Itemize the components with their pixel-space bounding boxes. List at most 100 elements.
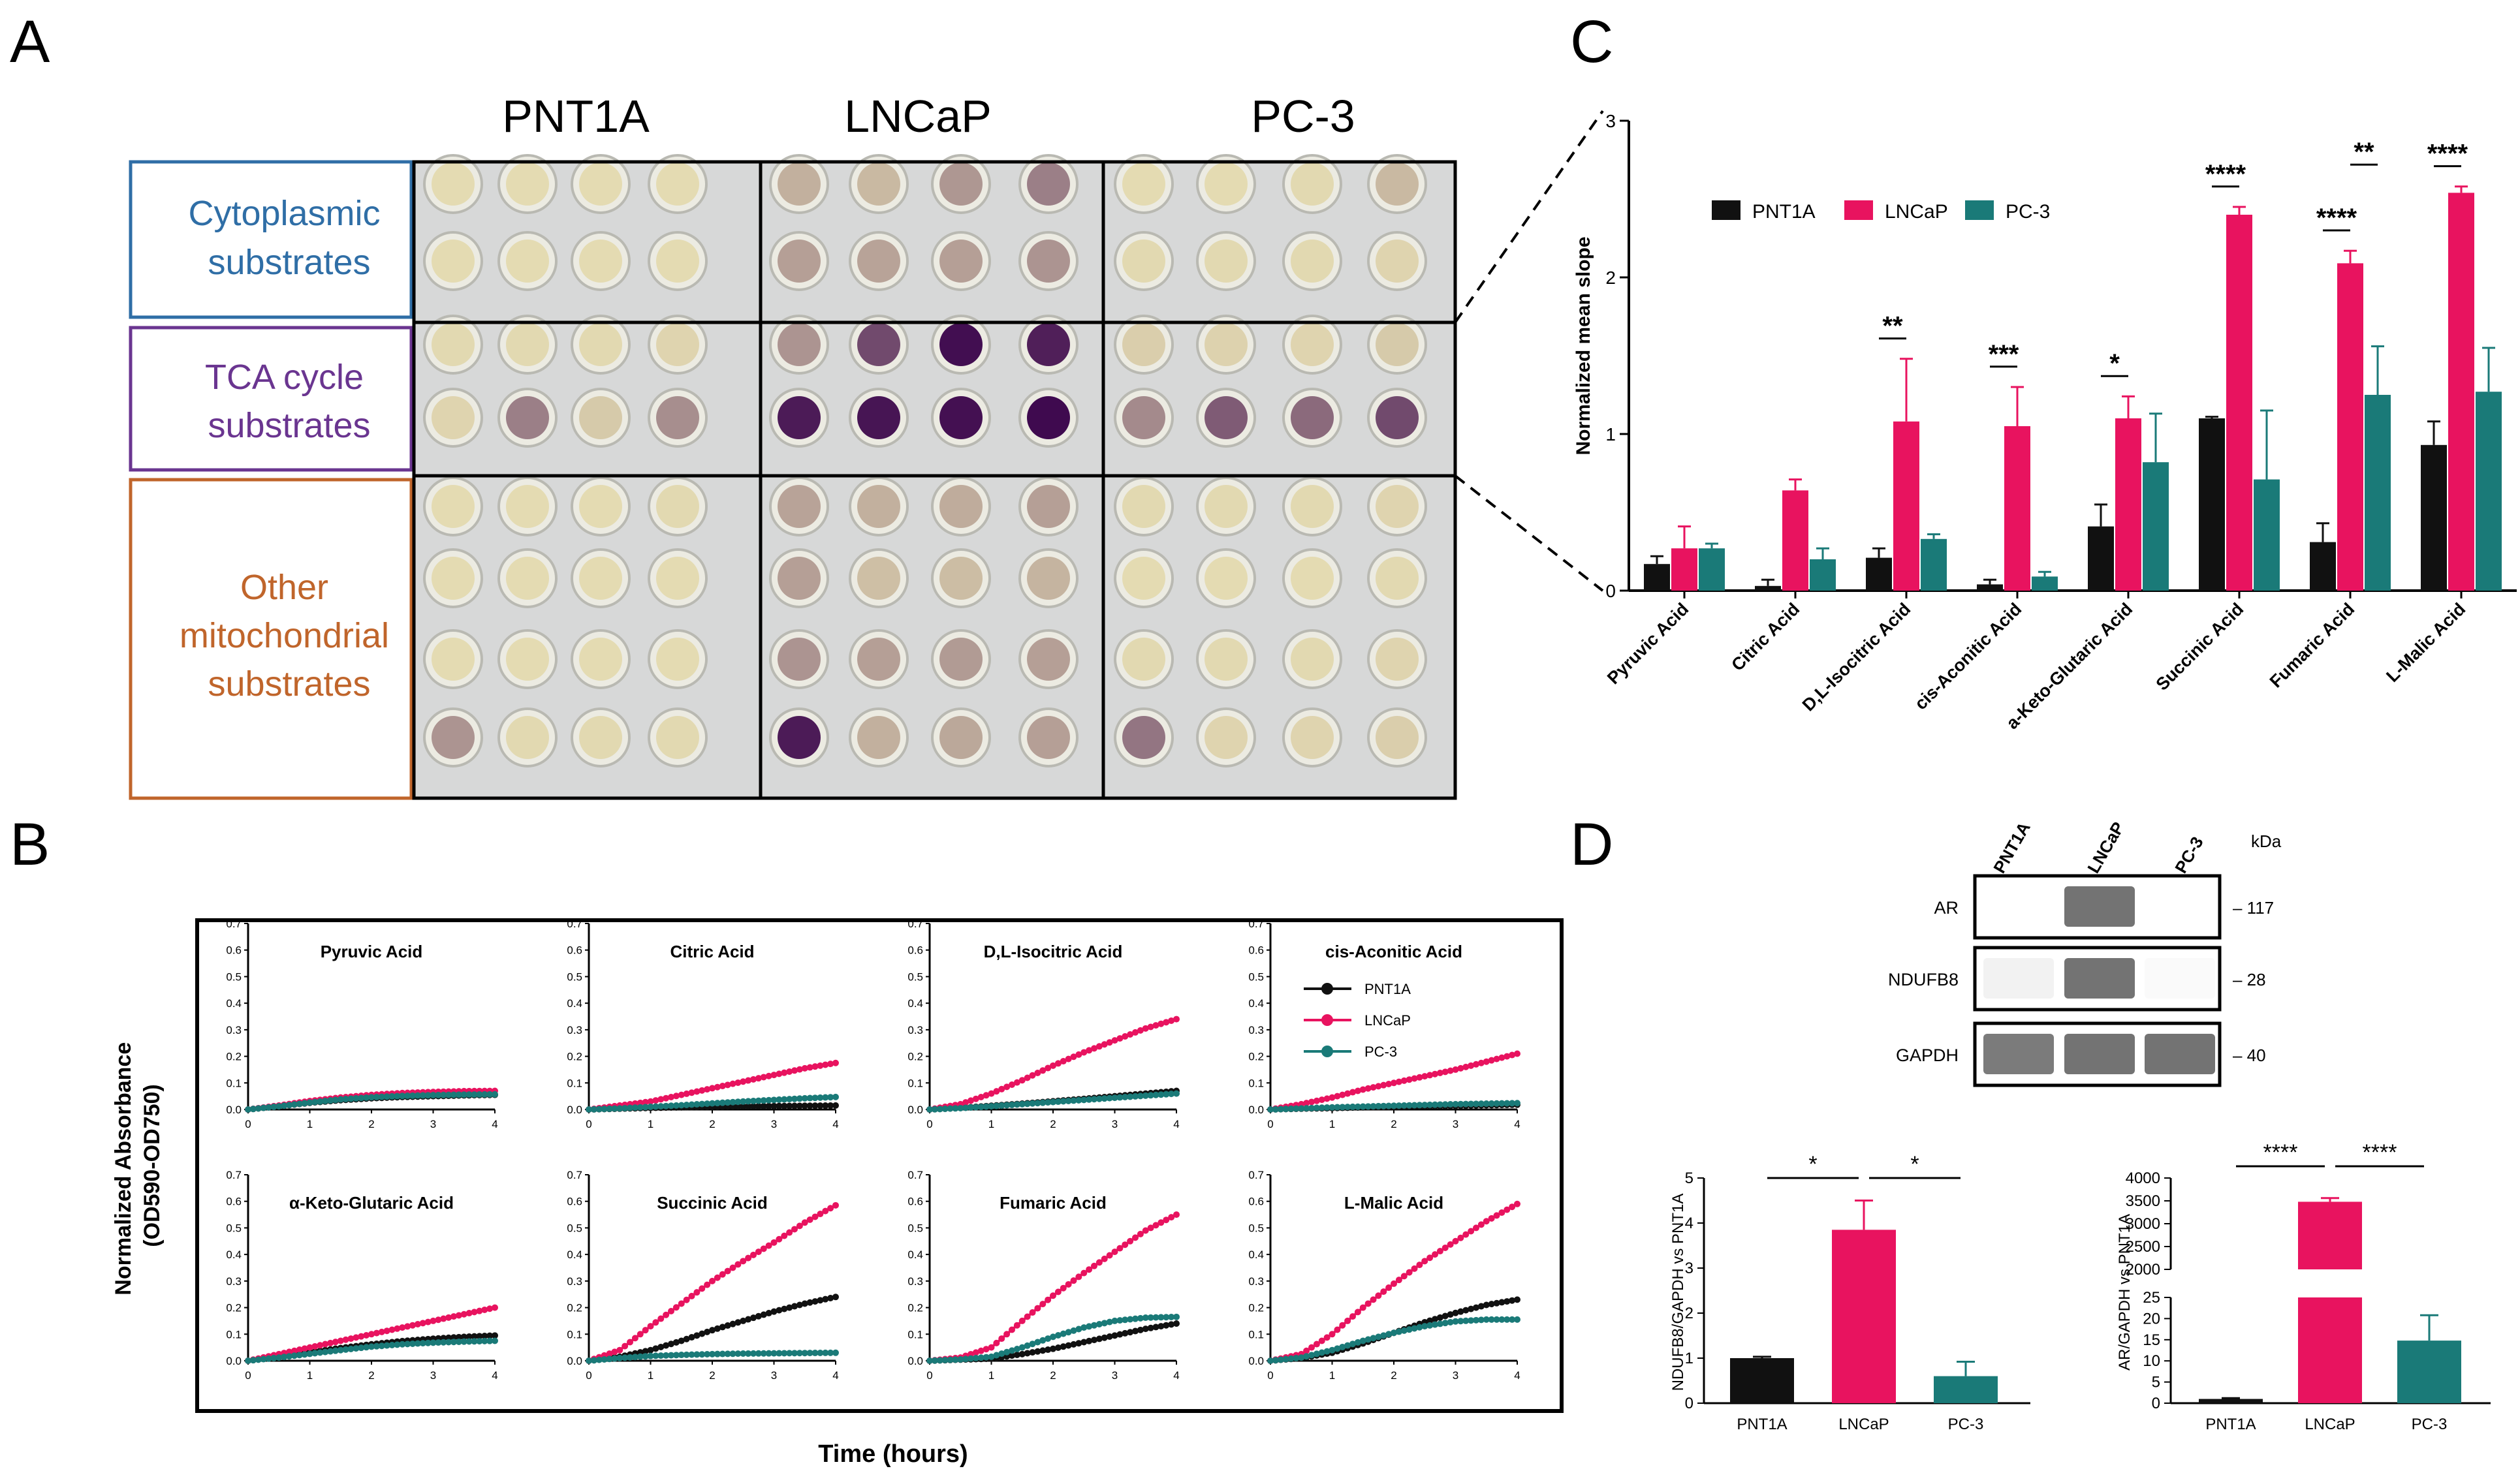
subplot-cis-aconitic-acid: 0.0 0.1 0.2 0.3 0.4 0.5 0.6 0.7 0 1 2 3 4 cis-Aconiti… <box>1248 918 1520 1130</box>
legend-label-pnt1a: PNT1A <box>1752 201 1816 223</box>
series-marker-pc-3 <box>1370 1103 1377 1110</box>
series-marker-pc-3 <box>1163 1091 1170 1098</box>
well-fill <box>1122 557 1165 600</box>
series-marker-pc-3 <box>1039 1099 1047 1106</box>
series-marker-lncap <box>1441 1068 1449 1076</box>
series-marker-lncap <box>409 1322 416 1329</box>
well-fill <box>1291 240 1334 283</box>
series-marker-pnt1a <box>1075 1340 1082 1347</box>
category-label-d-l-isocitric-acid: D,L-Isocitric Acid <box>1799 599 1915 715</box>
series-marker-pnt1a <box>471 1333 478 1340</box>
well-fill <box>1027 396 1070 439</box>
series-marker-pnt1a <box>1483 1301 1490 1309</box>
series-marker-pc-3 <box>781 1350 788 1357</box>
series-marker-pc-3 <box>1168 1091 1175 1098</box>
series-marker-lncap <box>1400 1077 1408 1084</box>
panel-d-right-category-lncap: LNCaP <box>2305 1416 2355 1433</box>
series-marker-pc-3 <box>801 1094 808 1102</box>
series-marker-lncap <box>781 1232 788 1239</box>
series-marker-pc-3 <box>827 1349 834 1356</box>
series-marker-pnt1a <box>822 1295 829 1303</box>
series-marker-lncap <box>347 1335 354 1342</box>
series-marker-pc-3 <box>1106 1094 1113 1102</box>
series-marker-lncap <box>1132 1234 1139 1241</box>
series-marker-pc-3 <box>1018 1344 1026 1351</box>
series-marker-lncap <box>1349 1313 1356 1320</box>
series-marker-pc-3 <box>430 1092 437 1099</box>
well-fill <box>1205 240 1248 283</box>
well-fill <box>506 485 549 528</box>
well-fill <box>432 323 475 366</box>
well-fill <box>857 240 900 283</box>
blot-kda-marker-ndufb8: – 28 <box>2233 970 2266 989</box>
series-marker-pc-3 <box>1303 1105 1310 1112</box>
well-fill <box>857 485 900 528</box>
series-marker-pc-3 <box>931 1357 938 1364</box>
series-marker-pc-3 <box>1344 1104 1351 1111</box>
series-marker-lncap <box>724 1267 731 1275</box>
series-marker-pc-3 <box>765 1350 772 1357</box>
series-marker-lncap <box>1498 1054 1505 1061</box>
series-marker-lncap <box>291 1347 298 1354</box>
bar-pnt1a-d-l-isocitric-acid <box>1866 557 1892 591</box>
series-marker-lncap <box>1391 1079 1397 1087</box>
series-marker-pc-3 <box>941 1356 949 1363</box>
series-marker-pc-3 <box>368 1094 375 1101</box>
y-tick-label: 0.7 <box>226 1169 242 1181</box>
series-marker-pc-3 <box>1441 1101 1449 1108</box>
series-marker-lncap <box>745 1254 752 1262</box>
y-tick-label: 0.2 <box>907 1051 923 1063</box>
well-fill <box>1205 323 1248 366</box>
series-marker-lncap <box>714 1083 721 1091</box>
series-marker-pc-3 <box>957 1104 964 1111</box>
series-marker-lncap <box>1106 1252 1113 1259</box>
well-fill <box>1122 323 1165 366</box>
series-marker-pc-3 <box>1468 1317 1475 1324</box>
y-tick-label: 0.6 <box>1248 1196 1264 1208</box>
series-marker-lncap <box>1158 1020 1165 1027</box>
blot-kda-marker-ar: – 117 <box>2233 898 2274 918</box>
series-marker-pc-3 <box>342 1095 349 1102</box>
series-marker-pc-3 <box>358 1344 365 1352</box>
well-fill <box>1027 163 1070 206</box>
series-marker-pc-3 <box>383 1342 390 1349</box>
series-marker-lncap <box>1329 1094 1336 1101</box>
series-marker-pnt1a <box>481 1333 488 1339</box>
series-marker-pc-3 <box>368 1343 375 1350</box>
y-tick-label: 0.7 <box>567 918 582 930</box>
series-marker-lncap <box>811 1213 819 1220</box>
series-marker-pc-3 <box>1504 1100 1511 1107</box>
series-marker-pc-3 <box>770 1350 778 1357</box>
series-marker-pc-3 <box>249 1106 257 1113</box>
series-marker-pc-3 <box>1375 1102 1382 1109</box>
x-tick-label: 3 <box>1112 1118 1118 1130</box>
series-marker-lncap <box>801 1064 808 1072</box>
series-marker-pc-3 <box>1498 1316 1505 1323</box>
well-fill <box>579 163 622 206</box>
series-marker-pc-3 <box>311 1350 319 1357</box>
series-marker-pc-3 <box>255 1356 262 1363</box>
y-tick-label: 0.1 <box>567 1328 582 1341</box>
panel-d-left-y-tick-label: 4 <box>1685 1215 1693 1232</box>
series-marker-lncap <box>668 1308 674 1314</box>
well-fill <box>857 396 900 439</box>
series-marker-pc-3 <box>1339 1343 1346 1350</box>
panel-d-left-ylabel: NDUFB8/GAPDH vs PNT1A <box>1669 1194 1687 1391</box>
well-fill <box>1122 638 1165 681</box>
series-marker-pnt1a <box>765 1310 772 1317</box>
series-marker-lncap <box>740 1258 747 1265</box>
y-tick-label: 0.7 <box>226 918 242 930</box>
series-marker-pnt1a <box>1436 1314 1443 1321</box>
series-marker-pc-3 <box>590 1357 597 1364</box>
zoom-connector-bottom <box>1454 474 1604 592</box>
series-marker-lncap <box>683 1296 690 1303</box>
series-marker-pc-3 <box>1095 1321 1103 1328</box>
series-marker-pc-3 <box>440 1091 447 1098</box>
well-fill <box>579 485 622 528</box>
group-label-tca-line2: substrates <box>208 406 370 445</box>
series-marker-pnt1a <box>1168 1321 1175 1328</box>
well-fill <box>506 716 549 759</box>
series-marker-pnt1a <box>642 1348 649 1355</box>
series-marker-pnt1a <box>801 1102 808 1109</box>
series-marker-pc-3 <box>1152 1091 1159 1098</box>
